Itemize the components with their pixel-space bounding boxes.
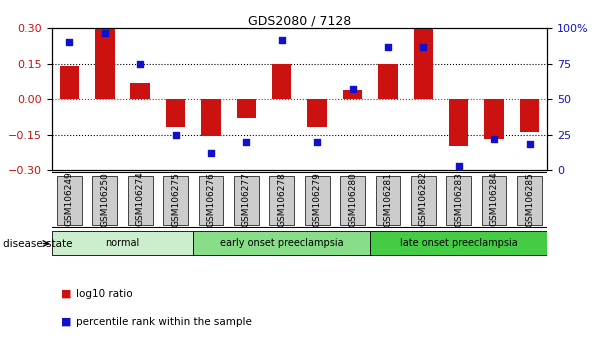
Text: normal: normal	[105, 238, 140, 249]
Bar	[343, 90, 362, 99]
Bar	[485, 99, 504, 139]
Bar	[60, 66, 79, 99]
Point	[277, 37, 286, 42]
FancyBboxPatch shape	[52, 232, 193, 255]
Title: GDS2080 / 7128: GDS2080 / 7128	[248, 14, 351, 27]
Text: GSM106283: GSM106283	[454, 172, 463, 227]
Bar	[201, 99, 221, 136]
Text: GSM106280: GSM106280	[348, 172, 357, 227]
Point	[489, 136, 499, 142]
FancyBboxPatch shape	[57, 176, 81, 225]
Text: GSM106279: GSM106279	[313, 172, 322, 227]
Point	[206, 150, 216, 156]
FancyBboxPatch shape	[340, 176, 365, 225]
Text: ■: ■	[61, 317, 71, 327]
Text: ■: ■	[61, 289, 71, 299]
FancyBboxPatch shape	[163, 176, 188, 225]
Text: GSM106274: GSM106274	[136, 172, 145, 227]
Text: GSM106285: GSM106285	[525, 172, 534, 227]
Text: GSM106249: GSM106249	[65, 172, 74, 227]
Point	[313, 139, 322, 144]
FancyBboxPatch shape	[517, 176, 542, 225]
Text: GSM106278: GSM106278	[277, 172, 286, 227]
Text: GSM106284: GSM106284	[489, 172, 499, 227]
Text: GSM106276: GSM106276	[207, 172, 215, 227]
Point	[136, 61, 145, 67]
Text: disease state: disease state	[3, 239, 72, 249]
Point	[64, 40, 74, 45]
FancyBboxPatch shape	[305, 176, 330, 225]
Point	[171, 132, 181, 137]
FancyBboxPatch shape	[411, 176, 436, 225]
Bar	[520, 99, 539, 132]
FancyBboxPatch shape	[269, 176, 294, 225]
Point	[383, 44, 393, 50]
Bar	[237, 99, 256, 118]
FancyBboxPatch shape	[234, 176, 259, 225]
Point	[525, 142, 534, 147]
Bar	[378, 64, 398, 99]
Text: late onset preeclampsia: late onset preeclampsia	[400, 238, 517, 249]
Bar	[95, 28, 114, 99]
Text: GSM106282: GSM106282	[419, 172, 428, 227]
Bar	[131, 82, 150, 99]
Text: percentile rank within the sample: percentile rank within the sample	[76, 317, 252, 327]
Text: GSM106250: GSM106250	[100, 172, 109, 227]
Point	[418, 44, 428, 50]
FancyBboxPatch shape	[376, 176, 400, 225]
FancyBboxPatch shape	[199, 176, 223, 225]
FancyBboxPatch shape	[193, 232, 370, 255]
Bar	[449, 99, 468, 146]
FancyBboxPatch shape	[446, 176, 471, 225]
FancyBboxPatch shape	[370, 232, 547, 255]
Text: GSM106275: GSM106275	[171, 172, 180, 227]
Bar	[272, 64, 291, 99]
FancyBboxPatch shape	[482, 176, 506, 225]
Bar	[166, 99, 185, 127]
Point	[454, 163, 463, 169]
Point	[348, 86, 358, 92]
FancyBboxPatch shape	[92, 176, 117, 225]
Point	[241, 139, 251, 144]
Bar	[308, 99, 327, 127]
Text: GSM106281: GSM106281	[384, 172, 392, 227]
Text: early onset preeclampsia: early onset preeclampsia	[220, 238, 344, 249]
Text: log10 ratio: log10 ratio	[76, 289, 133, 299]
Text: GSM106277: GSM106277	[242, 172, 251, 227]
FancyBboxPatch shape	[128, 176, 153, 225]
Bar	[413, 28, 433, 99]
Point	[100, 30, 109, 35]
